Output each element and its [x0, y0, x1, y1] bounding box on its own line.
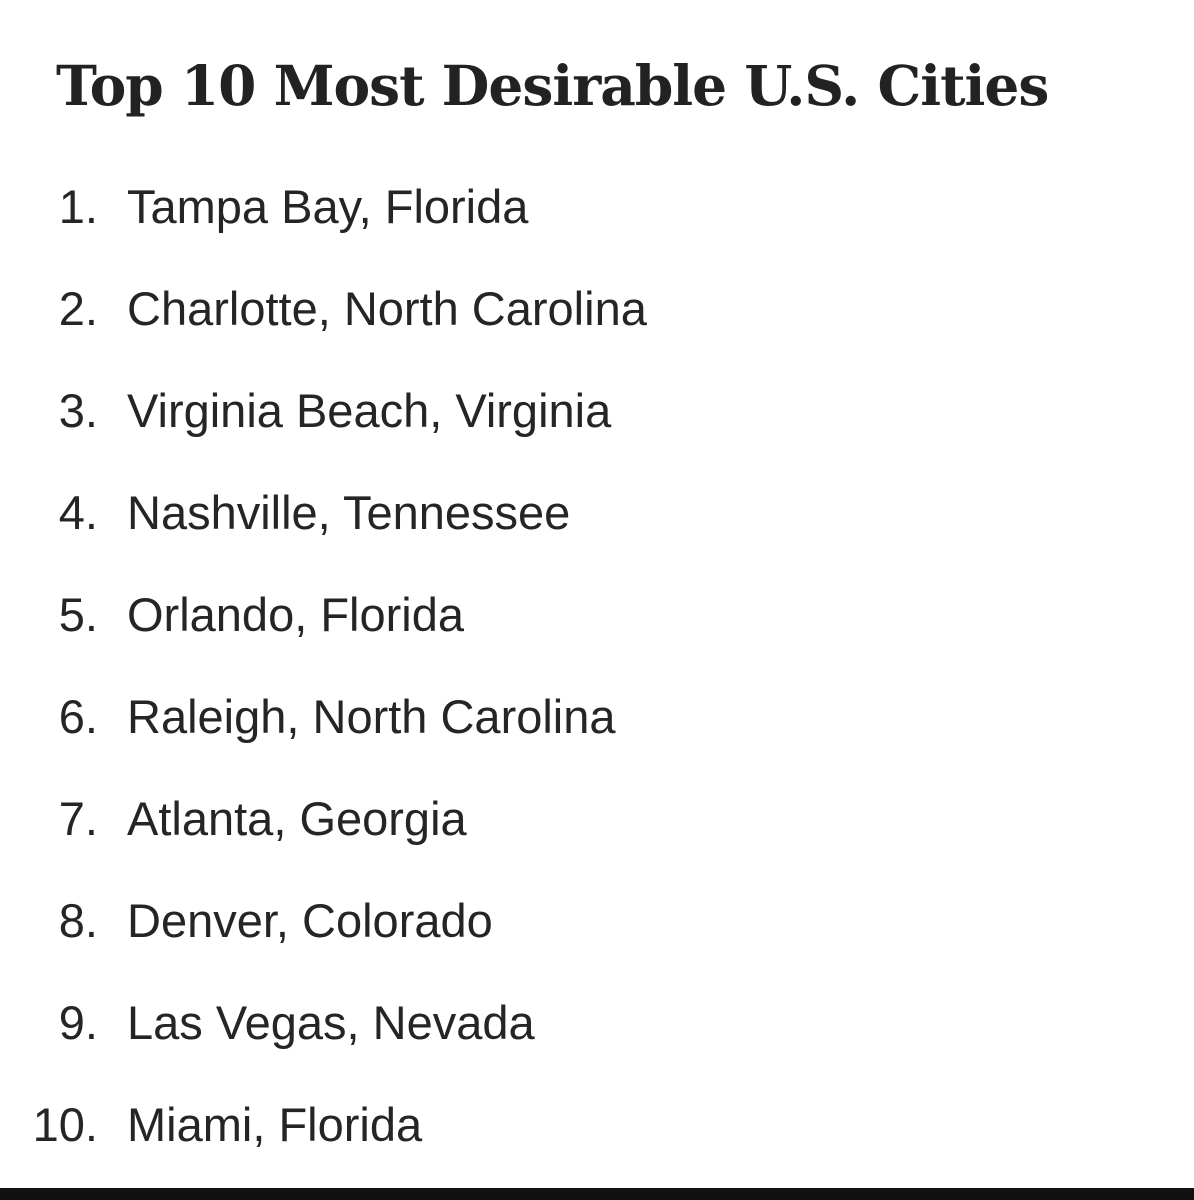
page-title: Top 10 Most Desirable U.S. Cities	[56, 53, 1049, 118]
list-item-text: Charlotte, North Carolina	[127, 282, 647, 335]
list-item-number: 1.	[58, 180, 98, 233]
list-item-text: Tampa Bay, Florida	[127, 180, 529, 233]
list-item-number: 8.	[58, 894, 98, 947]
list-item-text: Miami, Florida	[127, 1098, 423, 1151]
list-item-text: Raleigh, North Carolina	[127, 690, 616, 743]
list-item-text: Nashville, Tennessee	[127, 486, 571, 539]
list-item-text: Atlanta, Georgia	[127, 792, 467, 845]
list-item-number: 3.	[58, 384, 98, 437]
list-item-number: 9.	[58, 996, 98, 1049]
bottom-edge-bar	[0, 1188, 1194, 1200]
list-item-number: 2.	[58, 282, 98, 335]
list-item-text: Denver, Colorado	[127, 894, 493, 947]
list-item-number: 7.	[58, 792, 98, 845]
list-item-text: Orlando, Florida	[127, 588, 464, 641]
list-item-number: 10.	[32, 1098, 98, 1151]
list-item-number: 5.	[58, 588, 98, 641]
list-item-text: Las Vegas, Nevada	[127, 996, 535, 1049]
list-item-number: 4.	[58, 486, 98, 539]
list-item-text: Virginia Beach, Virginia	[127, 384, 612, 437]
list-item-number: 6.	[58, 690, 98, 743]
